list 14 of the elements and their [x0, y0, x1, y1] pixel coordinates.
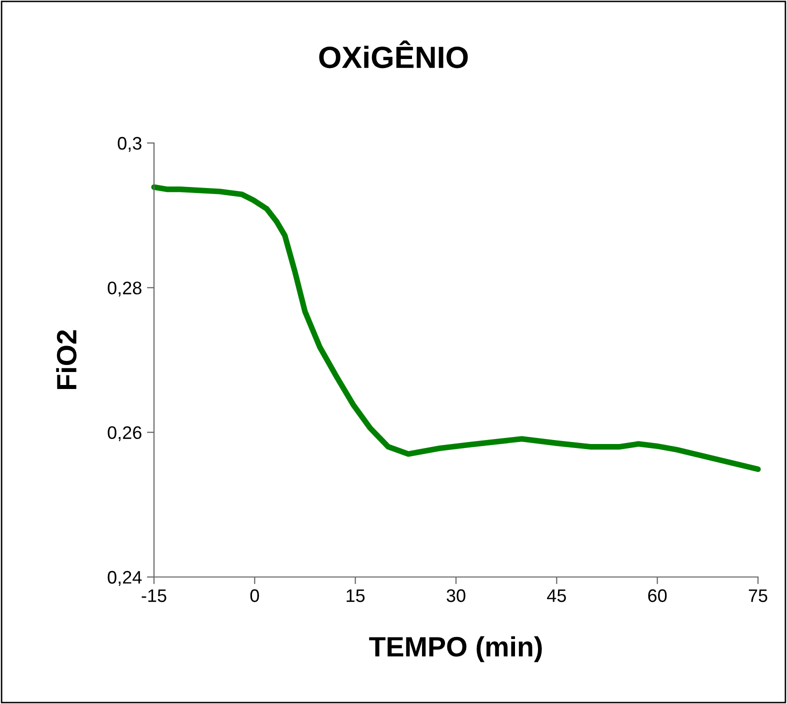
y-tick-label: 0,3: [118, 136, 142, 152]
x-tick-label: 75: [748, 589, 768, 602]
chart-title: OXiGÊNIO: [319, 40, 468, 68]
x-tick-label: 45: [547, 589, 566, 602]
x-tick-label: 0: [250, 589, 259, 602]
y-tick-label: 0,28: [108, 282, 142, 297]
y-tick-label: 0,24: [108, 570, 142, 586]
y-axis-title: FiO2: [56, 330, 77, 390]
x-tick-label: -15: [142, 589, 166, 602]
x-tick-label: 30: [446, 589, 466, 602]
y-tick-label: 0,26: [108, 426, 142, 442]
x-axis-title: TEMPO (min): [369, 636, 542, 662]
x-tick-label: 60: [648, 589, 667, 602]
x-tick-label: 15: [346, 589, 365, 602]
